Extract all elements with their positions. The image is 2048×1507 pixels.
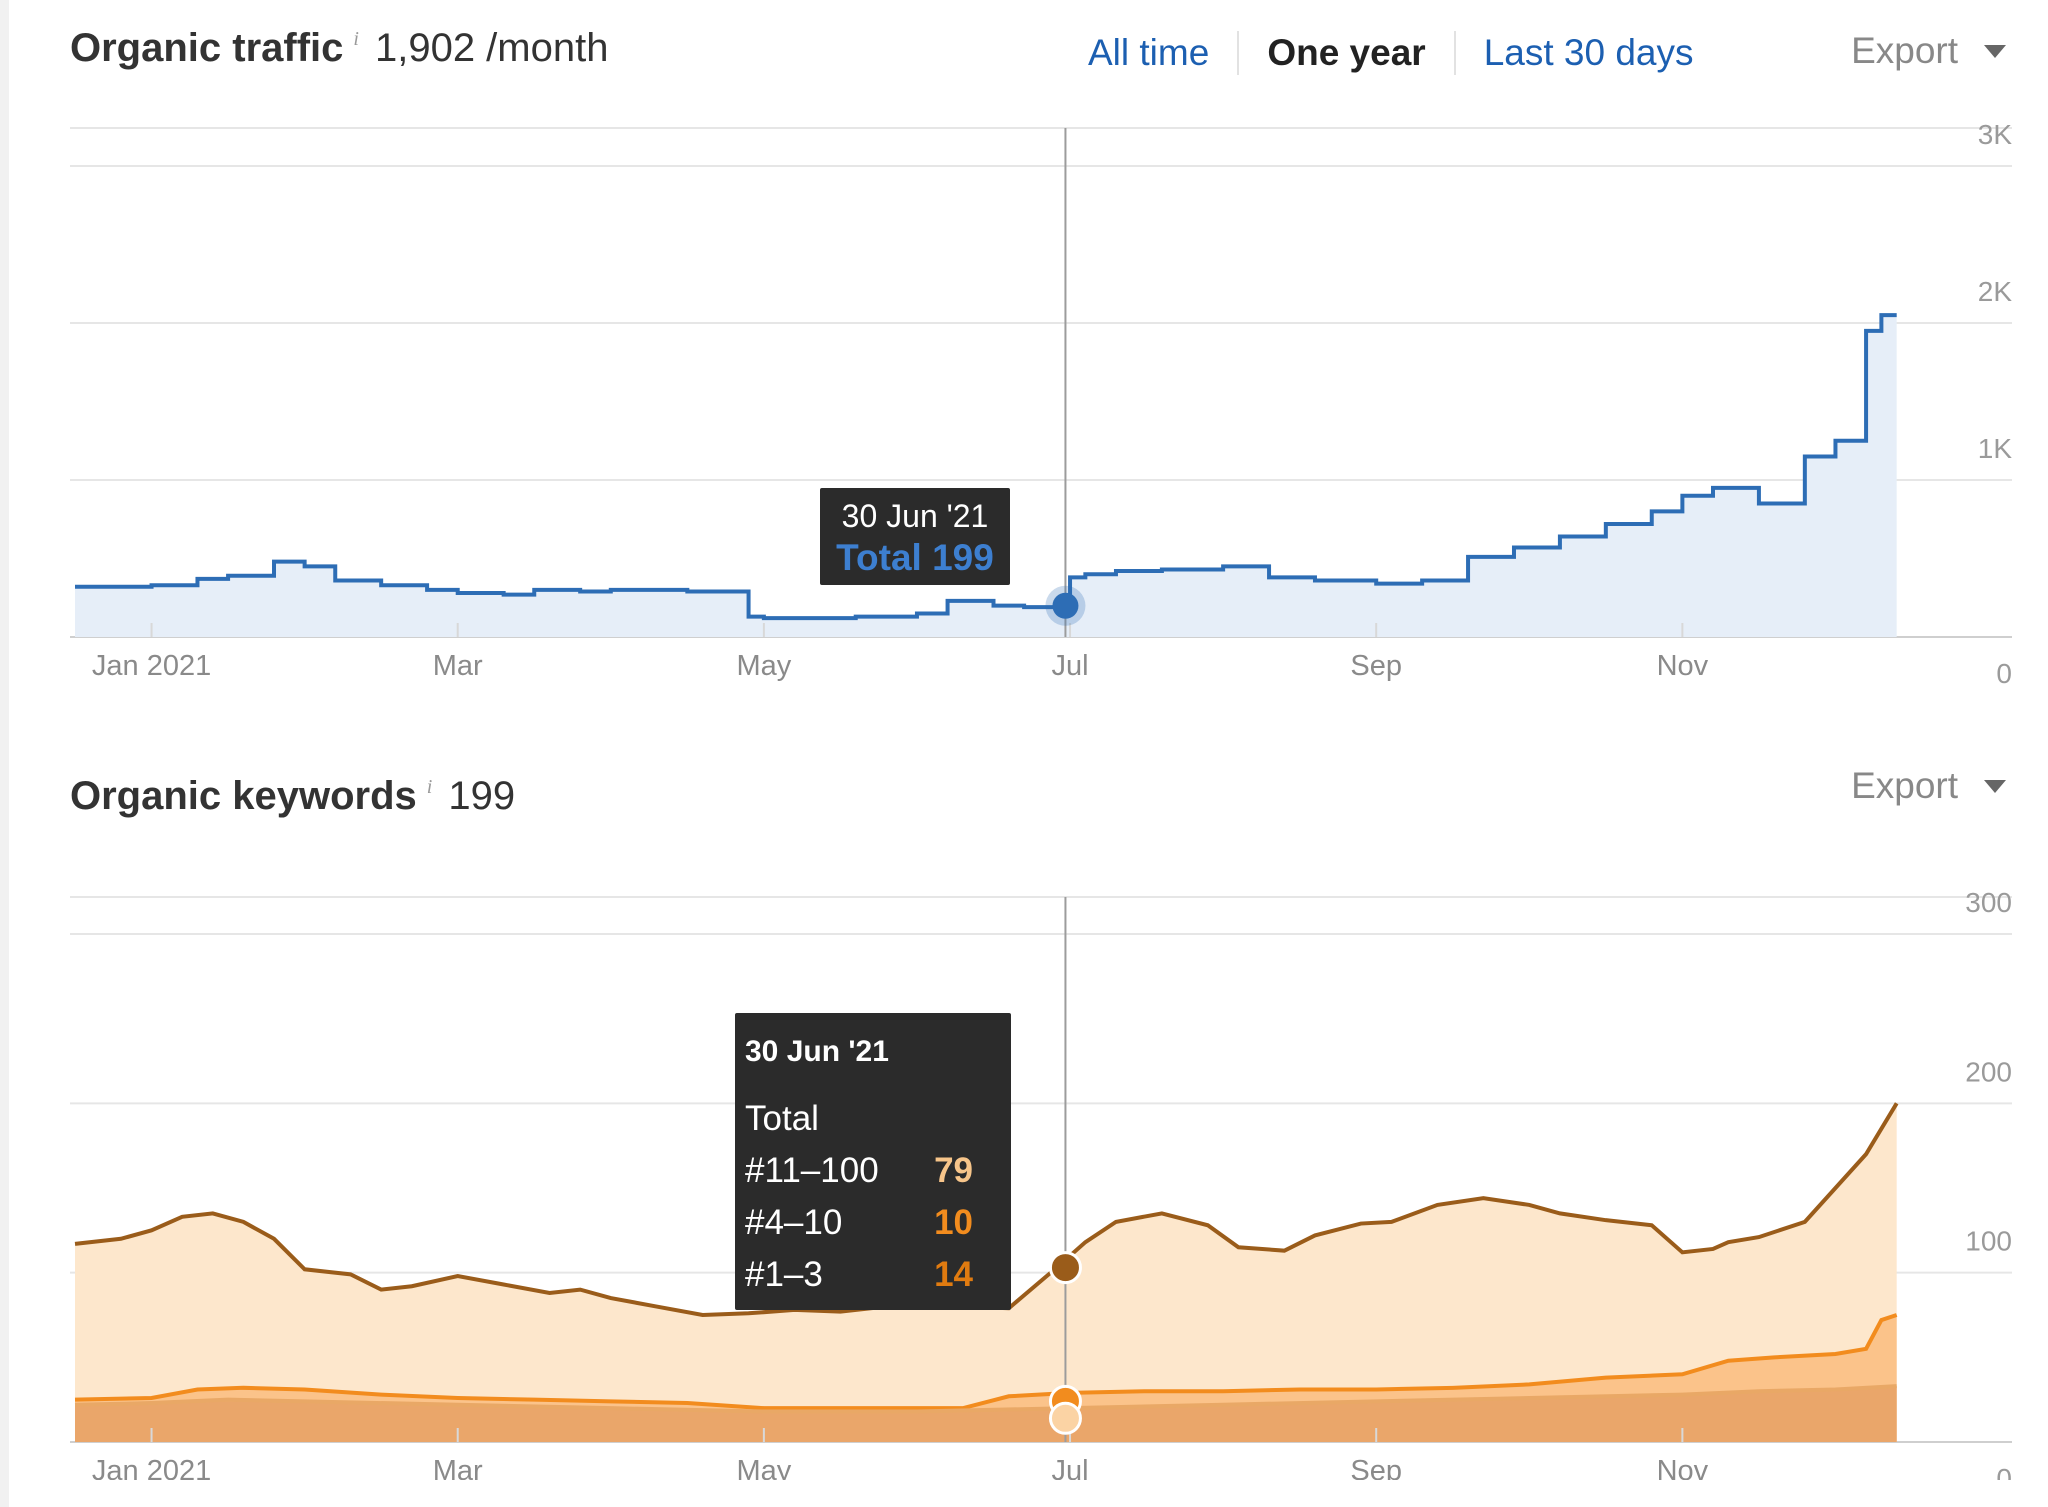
y-tick-label: 0	[1996, 658, 2012, 689]
range-one-year[interactable]: One year	[1267, 32, 1426, 73]
x-tick-label: Jul	[1052, 650, 1089, 682]
keywords-line-0	[74, 1102, 1899, 1318]
traffic-line	[75, 313, 1897, 621]
caret-down-icon	[1984, 779, 2006, 793]
y-tick-label: 300	[1965, 887, 2012, 918]
x-tick-label: Nov	[1657, 1455, 1709, 1480]
x-tick-label: May	[736, 650, 791, 682]
x-tick-label: Sep	[1350, 1455, 1402, 1480]
date-range-selector: All time One year Last 30 days	[1060, 22, 1722, 84]
x-tick-label: Sep	[1350, 650, 1402, 682]
x-tick-label: Jan 2021	[92, 1455, 211, 1480]
x-tick-label: Mar	[433, 1455, 483, 1480]
left-edge	[0, 0, 9, 1507]
y-tick-label: 1K	[1978, 433, 2013, 464]
tooltip-row-label: #11–100	[745, 1151, 879, 1190]
traffic-title: Organic traffic	[70, 25, 344, 70]
y-tick-label: 2K	[1978, 276, 2013, 307]
x-tick-label: Jan 2021	[92, 650, 211, 682]
export-label: Export	[1851, 765, 1958, 806]
y-tick-label: 0	[1996, 1463, 2012, 1480]
keywords-tooltip: 30 Jun '21 Total #11–100 79 #4–10 10 #1–…	[735, 1013, 1011, 1310]
tooltip-row: #1–3 14	[745, 1255, 1011, 1295]
traffic-tooltip: 30 Jun '21 Total 199	[820, 488, 1010, 585]
traffic-header: Organic traffic i 1,902 /month	[70, 18, 608, 78]
tooltip-date: 30 Jun '21	[841, 498, 989, 534]
tooltip-row: #11–100 79	[745, 1151, 1011, 1191]
keywords-line-2	[74, 1384, 1897, 1414]
caret-down-icon	[1984, 44, 2006, 58]
x-tick-label: Jul	[1052, 1455, 1089, 1480]
tooltip-row-label: #4–10	[745, 1203, 843, 1242]
keywords-chart[interactable]: 0 100 200 300 Jan 2021 Mar May Jul Sep Nov	[0, 760, 2048, 1480]
traffic-metric: 1,902 /month	[374, 25, 609, 70]
tooltip-row-value: 10	[934, 1203, 973, 1242]
cursor-point	[1052, 592, 1079, 619]
x-tick-label: Nov	[1657, 650, 1709, 682]
tooltip-row-value: 14	[934, 1255, 973, 1294]
y-tick-label: 100	[1965, 1226, 2012, 1257]
range-last-30-days[interactable]: Last 30 days	[1483, 32, 1694, 73]
tooltip-row-value: 79	[934, 1151, 973, 1190]
y-tick-label: 3K	[1978, 119, 2013, 150]
export-label: Export	[1851, 30, 1958, 71]
traffic-area	[75, 315, 1897, 637]
keywords-metric: 199	[448, 773, 516, 818]
keywords-header: Organic keywords i 199	[70, 766, 515, 826]
keywords-line-1	[74, 1313, 1898, 1411]
x-tick-label: May	[736, 1455, 791, 1480]
info-icon[interactable]: i	[426, 775, 433, 798]
cursor-point	[1048, 1251, 1082, 1285]
range-divider	[1453, 31, 1456, 75]
x-tick-label: Mar	[433, 650, 483, 682]
keywords-area-0	[75, 1103, 1897, 1442]
tooltip-date: 30 Jun '21	[745, 1035, 889, 1068]
tooltip-total: Total 199	[836, 537, 994, 578]
traffic-chart[interactable]: 0 1K 2K 3K Jan 2021 Mar May Jul Sep Nov	[0, 0, 2048, 720]
y-tick-label: 200	[1965, 1056, 2012, 1087]
keywords-title: Organic keywords	[70, 773, 417, 818]
keywords-export-button[interactable]: Export	[1851, 765, 2006, 807]
tooltip-row: #4–10 10	[745, 1203, 1011, 1243]
range-divider	[1237, 31, 1240, 75]
traffic-export-button[interactable]: Export	[1851, 30, 2006, 72]
tooltip-total-label: Total	[745, 1099, 819, 1138]
info-icon[interactable]: i	[353, 27, 359, 50]
tooltip-row-label: #1–3	[745, 1255, 823, 1294]
range-all-time[interactable]: All time	[1088, 32, 1210, 73]
cursor-point	[1048, 1401, 1082, 1435]
